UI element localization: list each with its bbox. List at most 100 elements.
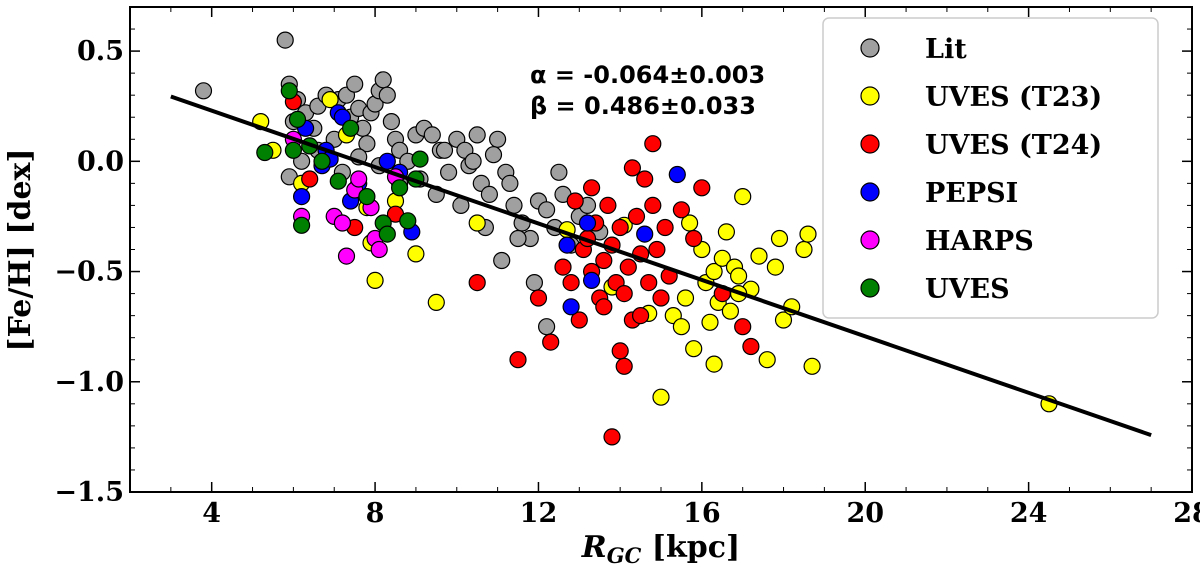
data-point-uves-t24 (644, 135, 662, 153)
data-point-uves-t23 (729, 267, 748, 285)
data-point-lit (493, 251, 511, 270)
x-tick-label: 16 (683, 498, 721, 529)
data-point-lit (374, 71, 392, 89)
data-point-uves-t23 (774, 311, 793, 329)
legend-frame (822, 17, 1159, 319)
data-point-lit (484, 146, 503, 164)
data-point-lit (537, 318, 556, 336)
data-point-pepsi (578, 214, 597, 232)
data-point-lit (537, 201, 556, 219)
data-point-lit (276, 31, 294, 49)
data-point-uves-t23 (676, 289, 695, 307)
data-point-uves-t23 (701, 313, 719, 331)
data-point-uves-t23 (427, 293, 445, 311)
data-point-uves-t24 (640, 274, 658, 292)
data-point-uves-t24 (542, 333, 560, 351)
data-point-uves-t24 (672, 201, 691, 219)
x-tick-label: 4 (202, 498, 221, 529)
data-point-pepsi (293, 188, 311, 206)
annotation-beta: β = 0.486±0.033 (530, 92, 756, 120)
data-point-uves-t24 (652, 289, 670, 307)
data-point-uves-t24 (509, 351, 527, 369)
data-point-pepsi (636, 225, 654, 243)
data-point-uves-t23 (803, 357, 821, 375)
data-point-harps (333, 214, 351, 232)
data-point-uves-t24 (693, 179, 711, 197)
data-point-lit (382, 112, 400, 131)
x-axis-label-main: R (581, 530, 607, 565)
data-point-uves (293, 216, 311, 234)
legend: Lit UVES (T23) UVES (T24) PEPSI HARPS UVES (822, 17, 1159, 319)
data-point-uves-t24 (570, 311, 588, 329)
data-point-uves-t23 (795, 240, 813, 259)
data-point-uves-t24 (595, 298, 613, 316)
data-point-uves-t23 (758, 351, 776, 369)
y-tick-label: −1.0 (54, 367, 124, 398)
data-point-lit (423, 126, 441, 144)
data-point-uves-t24 (566, 192, 584, 210)
legend-marker (860, 230, 880, 250)
x-tick-label: 20 (846, 498, 884, 529)
data-point-lit (346, 75, 364, 93)
data-point-uves-t24 (623, 159, 642, 177)
data-point-uves-t24 (468, 274, 486, 292)
data-point-uves-t23 (750, 247, 768, 265)
x-axis-label: RGC [kpc] (581, 530, 740, 568)
data-point-uves-t24 (644, 196, 662, 214)
data-point-uves (313, 152, 331, 170)
data-point-uves-t23 (685, 340, 703, 358)
data-point-uves-t23 (766, 258, 785, 276)
data-point-uves (342, 119, 360, 137)
x-tick-label: 24 (1010, 498, 1048, 529)
legend-label: UVES (T24) (925, 130, 1102, 161)
data-point-uves-t24 (599, 196, 617, 214)
legend-label: Lit (925, 34, 967, 65)
data-point-lit (509, 229, 527, 248)
data-point-uves-t24 (595, 251, 613, 270)
ticks-layer: 4 8 12 16 20 24 28 0.5 0.0 −0.5 −1.0 −1.5 (54, 7, 1200, 529)
data-point-uves-t24 (562, 274, 580, 292)
data-point-lit (480, 185, 498, 203)
x-tick-label: 8 (366, 498, 385, 529)
data-point-uves-t23 (717, 223, 736, 241)
legend-marker (860, 86, 880, 106)
x-tick-label: 28 (1173, 498, 1200, 529)
data-point-uves (358, 188, 376, 206)
data-point-uves (288, 110, 307, 129)
data-point-uves (378, 225, 396, 243)
data-point-pepsi (378, 152, 396, 170)
data-point-uves-t23 (366, 271, 384, 289)
data-point-uves-t24 (582, 179, 601, 197)
data-point-uves-t24 (615, 357, 633, 375)
data-point-uves (280, 82, 298, 100)
data-point-uves (256, 143, 274, 162)
legend-marker (860, 134, 880, 154)
data-point-lit (440, 163, 458, 181)
data-point-uves-t24 (636, 170, 654, 188)
y-tick-label: −1.5 (54, 477, 124, 508)
data-point-uves (391, 179, 409, 197)
data-point-uves-t24 (611, 218, 629, 237)
data-point-uves-t24 (554, 258, 572, 276)
data-point-uves-t24 (685, 229, 703, 248)
y-tick-label: 0.5 (77, 36, 124, 67)
y-tick-label: 0.0 (77, 146, 124, 177)
data-point-lit (489, 130, 507, 148)
data-point-uves-t24 (734, 318, 752, 336)
annotation-alpha: α = -0.064±0.003 (530, 61, 765, 89)
data-point-uves-t24 (603, 428, 621, 446)
data-point-harps (350, 170, 368, 188)
data-point-uves-t24 (627, 207, 646, 225)
data-point-uves-t23 (652, 388, 670, 406)
data-point-uves-t23 (672, 318, 691, 336)
data-point-uves (284, 141, 302, 159)
legend-marker (860, 278, 880, 298)
data-point-harps (370, 240, 388, 259)
legend-label: UVES (T23) (925, 82, 1102, 113)
data-point-lit (194, 82, 213, 100)
data-point-lit (378, 86, 396, 104)
data-point-pepsi (668, 165, 686, 184)
x-axis-label-sub: GC (607, 543, 642, 568)
data-point-uves-t23 (468, 214, 486, 232)
